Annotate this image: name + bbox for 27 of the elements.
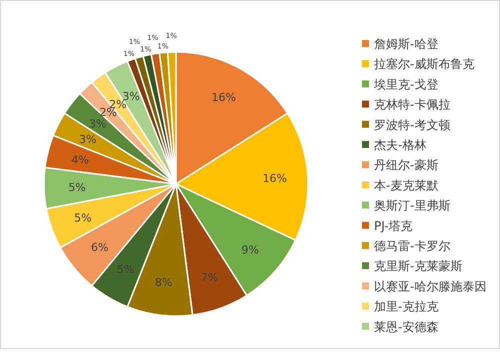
data-label: 16% — [262, 172, 288, 185]
legend-label: 罗波特-考文顿 — [374, 118, 450, 132]
data-label: 3% — [89, 117, 106, 130]
legend-label: 以赛亚-哈尔滕施泰因 — [374, 279, 486, 294]
data-label: 7% — [200, 271, 218, 284]
legend-label: 克林特-卡佩拉 — [374, 98, 450, 112]
legend-label: PJ-塔克 — [374, 218, 413, 233]
legend-label: 莱恩-安德森 — [374, 320, 438, 334]
data-label: 3% — [79, 133, 97, 146]
legend-label: 埃里克-戈登 — [373, 77, 438, 92]
legend-label: 丹纽尔-豪斯 — [374, 158, 438, 172]
legend-label: 杰夫-格林 — [374, 138, 426, 152]
legend-label: 拉塞尔-威斯布鲁克 — [374, 57, 474, 72]
data-label: 3% — [122, 90, 140, 103]
data-label: 16% — [211, 91, 236, 104]
legend-label: 德马雷-卡罗尔 — [374, 239, 450, 253]
legend-label: 加里-克拉克 — [374, 300, 438, 314]
data-label: 5% — [68, 181, 86, 194]
data-label: 8% — [154, 276, 172, 290]
data-label: 4% — [71, 153, 89, 166]
legend-label: 詹姆斯-哈登 — [374, 37, 438, 51]
legend-label: 克里斯-克莱蒙斯 — [374, 259, 462, 274]
legend-label: 奥斯汀-里弗斯 — [374, 198, 450, 213]
legend-label: 本-麦克莱默 — [374, 178, 438, 192]
data-label: 6% — [90, 241, 108, 254]
data-label: 5% — [74, 212, 92, 225]
data-label: 9% — [242, 243, 259, 256]
